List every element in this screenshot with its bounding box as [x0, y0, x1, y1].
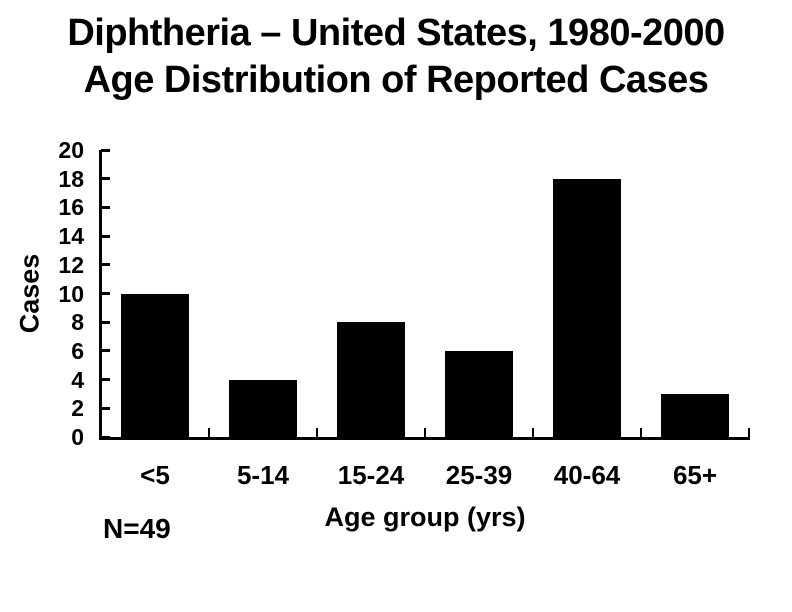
bar-40-64: [553, 178, 621, 437]
y-tick-mark-14: [101, 234, 110, 238]
chart-title-line2: Age Distribution of Reported Cases: [83, 59, 709, 101]
y-tick-mark-20: [101, 148, 110, 152]
y-tick-label-12: 12: [58, 251, 84, 278]
y-axis-tick-labels: 20 18 16 14 12 10 8 6 4 2 0: [0, 137, 84, 450]
sample-size-label: N=49: [103, 513, 171, 544]
x-tick-label-15-24: 15-24: [337, 460, 405, 490]
y-tick-label-2: 2: [71, 395, 84, 422]
x-tick-label-<5: <5: [140, 460, 170, 490]
y-tick-label-8: 8: [71, 309, 84, 336]
y-tick-label-0: 0: [71, 424, 84, 450]
y-tick-mark-16: [101, 205, 110, 209]
chart-title-line1: Diphtheria – United States, 1980-2000: [67, 12, 725, 54]
x-tick-label-40-64: 40-64: [553, 460, 621, 490]
y-tick-label-18: 18: [58, 165, 84, 192]
y-tick-mark-0: [101, 435, 110, 439]
x-tick-mark-4: [532, 428, 534, 437]
bar-5-14: [229, 379, 297, 437]
y-tick-label-14: 14: [58, 223, 84, 250]
y-tick-mark-10: [101, 292, 110, 295]
x-axis-title: Age group (yrs): [324, 502, 526, 532]
x-tick-mark-1: [208, 428, 210, 437]
y-tick-mark-12: [101, 263, 110, 267]
bar-15-24: [337, 322, 405, 437]
y-axis-line: [99, 150, 102, 440]
y-tick-label-20: 20: [58, 137, 84, 163]
y-tick-label-4: 4: [71, 366, 84, 393]
x-tick-label-25-39: 25-39: [445, 460, 513, 490]
plot-area: [101, 148, 750, 439]
x-tick-mark-6: [748, 428, 750, 437]
y-tick-mark-2: [101, 406, 110, 410]
y-tick-mark-18: [101, 177, 110, 181]
bar-25-39: [445, 350, 513, 437]
x-tick-mark-3: [424, 428, 426, 437]
y-tick-label-6: 6: [71, 337, 84, 364]
y-tick-mark-6: [101, 349, 110, 353]
y-tick-label-16: 16: [58, 194, 84, 221]
x-tick-mark-2: [316, 428, 318, 437]
chart-title: Diphtheria – United States, 1980-2000 Ag…: [0, 10, 792, 104]
y-tick-mark-4: [101, 378, 110, 382]
bar-65+: [661, 393, 729, 437]
x-axis-line: [99, 437, 750, 440]
bar-<5: [121, 293, 189, 437]
x-tick-label-65+: 65+: [672, 460, 718, 490]
x-axis-tick-labels: <5 5-14 15-24 25-39 40-64 65+: [101, 461, 749, 491]
x-tick-label-5-14: 5-14: [236, 460, 290, 490]
y-tick-label-10: 10: [58, 280, 84, 307]
y-tick-mark-8: [101, 320, 110, 324]
x-tick-mark-5: [640, 428, 642, 437]
